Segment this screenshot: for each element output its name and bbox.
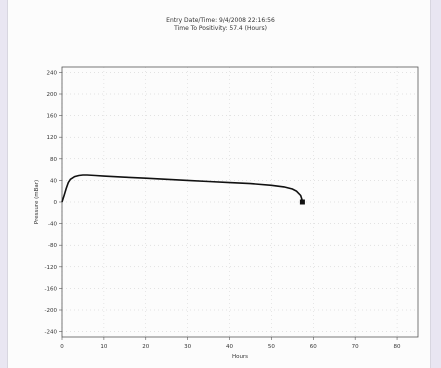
pressure-line [61,174,304,203]
x-tick-label: 30 [184,344,191,350]
y-tick-label: 120 [47,135,58,141]
y-axis-label: Pressure (mBar) [34,180,40,224]
y-tick-label: 0 [54,200,58,206]
y-tick-label: 200 [47,92,58,98]
x-tick-label: 0 [60,344,64,350]
y-tick-label: -240 [45,330,58,336]
y-tick-label: -200 [45,308,58,314]
x-tick-label: 20 [142,344,149,350]
x-axis-ticks: 0 10 20 30 40 50 60 70 80 [60,337,401,350]
chart-panel [7,0,431,368]
grid-lines [61,67,418,337]
x-tick-label: 60 [310,344,317,350]
y-tick-label: 160 [47,114,58,120]
plot-area [61,66,419,338]
chart-title-line-1: Entry Date/Time: 9/4/2008 22:16:56 [166,17,275,24]
y-tick-label: -40 [48,222,57,228]
x-axis-label: Hours [232,354,248,360]
x-tick-label: 40 [226,344,233,350]
x-tick-label: 70 [352,344,359,350]
y-tick-label: -80 [48,243,57,249]
x-tick-label: 80 [394,344,401,350]
y-tick-label: 240 [47,70,58,76]
y-axis-ticks: 240 200 160 120 80 40 0 -40 -80 -120 -160 -200 -240 [45,70,62,336]
chart-title-line-2: Time To Positivity: 57.4 (Hours) [174,25,267,32]
x-tick-label: 50 [268,344,275,350]
y-tick-label: -120 [45,265,58,271]
y-tick-label: 80 [50,157,57,163]
positivity-marker [299,199,305,205]
y-tick-label: -160 [45,286,58,292]
y-tick-label: 40 [50,178,57,184]
x-tick-label: 10 [100,344,107,350]
